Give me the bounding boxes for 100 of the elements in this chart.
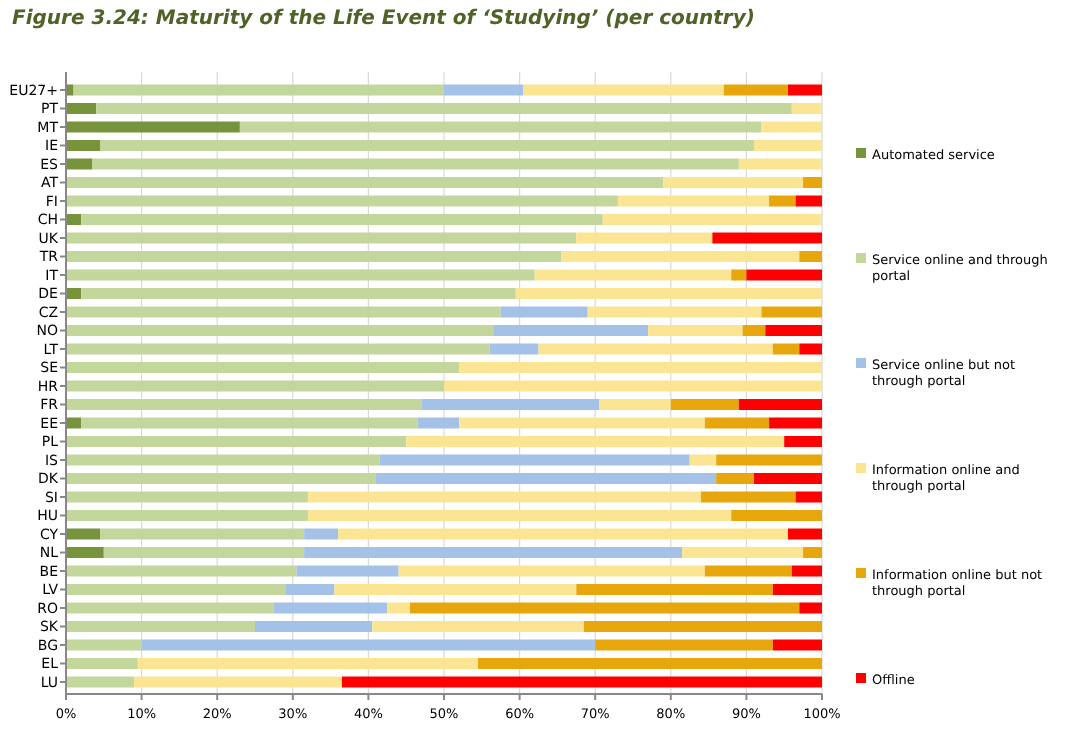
bar — [66, 528, 101, 540]
bar — [444, 380, 822, 392]
bar — [66, 436, 407, 447]
bar — [304, 547, 683, 558]
bar — [66, 140, 101, 151]
bar — [66, 547, 104, 558]
bar — [561, 251, 800, 262]
bar — [663, 177, 804, 188]
bar — [66, 510, 308, 521]
bar — [417, 417, 460, 429]
bar — [103, 547, 305, 558]
bar — [66, 676, 135, 688]
chart-title: Figure 3.24: Maturity of the Life Event of ‘Studying’ (per country) — [12, 8, 755, 30]
bar — [538, 343, 773, 355]
bar — [712, 232, 822, 244]
bar — [66, 491, 308, 503]
bar — [583, 621, 822, 632]
bar — [406, 436, 785, 447]
bar — [769, 195, 796, 207]
bar — [81, 288, 516, 299]
bar — [81, 214, 603, 225]
bar — [375, 473, 717, 484]
bar — [66, 251, 562, 262]
bar — [799, 602, 822, 614]
bar — [100, 528, 305, 540]
bar — [791, 565, 822, 577]
bar — [273, 602, 388, 614]
bar — [769, 417, 822, 429]
bar — [742, 325, 766, 336]
bar — [617, 195, 770, 207]
bar — [765, 325, 822, 336]
bar — [701, 491, 796, 503]
bar — [704, 417, 770, 429]
bar — [459, 417, 705, 429]
bar — [66, 103, 97, 114]
bar — [285, 584, 335, 595]
bar — [689, 454, 717, 466]
bar — [66, 399, 422, 410]
bar — [515, 288, 822, 299]
bar — [66, 158, 93, 170]
bar — [100, 140, 754, 151]
bar — [716, 454, 822, 466]
bar — [731, 510, 822, 521]
bar — [493, 325, 649, 336]
bar — [81, 417, 418, 429]
bar — [716, 473, 754, 484]
bar — [66, 658, 138, 669]
bar — [421, 399, 599, 410]
bar — [799, 343, 822, 355]
bar — [66, 454, 380, 466]
bar — [66, 232, 577, 244]
bar — [66, 288, 82, 299]
bar — [73, 84, 444, 96]
bar — [239, 121, 762, 133]
bar — [489, 343, 539, 355]
bar — [307, 510, 732, 521]
bar — [372, 621, 584, 632]
bar — [576, 232, 713, 244]
bar — [799, 251, 822, 262]
bar — [576, 584, 773, 595]
bar — [704, 565, 792, 577]
bar — [598, 399, 671, 410]
bar — [66, 380, 444, 392]
bar — [66, 343, 490, 355]
bar — [787, 84, 822, 96]
bar — [66, 584, 286, 595]
bar — [66, 325, 494, 336]
bar — [66, 473, 376, 484]
bar — [66, 602, 274, 614]
bar — [409, 602, 800, 614]
bar — [307, 491, 702, 503]
bar — [795, 195, 822, 207]
bar — [595, 639, 773, 651]
bar — [478, 658, 822, 669]
bar — [602, 214, 822, 225]
bar — [66, 417, 82, 429]
bar — [304, 528, 339, 540]
bar — [787, 528, 822, 540]
bar — [670, 399, 739, 410]
bar — [753, 473, 822, 484]
bar — [761, 306, 822, 318]
bar — [746, 269, 822, 281]
bar — [772, 639, 822, 651]
bar — [772, 343, 800, 355]
bar — [587, 306, 762, 318]
bar — [648, 325, 743, 336]
bar — [341, 676, 822, 688]
bar — [723, 84, 788, 96]
bar — [96, 103, 792, 114]
bar — [738, 158, 822, 170]
bar — [738, 399, 822, 410]
bar — [398, 565, 705, 577]
bar — [791, 103, 822, 114]
bar — [338, 528, 788, 540]
bar — [523, 84, 724, 96]
bar — [66, 565, 297, 577]
bar — [66, 639, 142, 651]
bar — [255, 621, 373, 632]
bar — [753, 140, 822, 151]
bar — [387, 602, 410, 614]
